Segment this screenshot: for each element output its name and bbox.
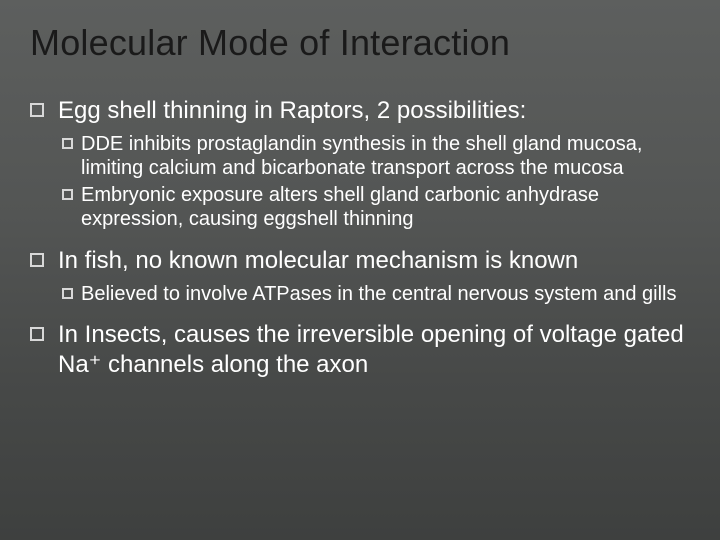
bullet-level2: Believed to involve ATPases in the centr… <box>62 282 684 306</box>
square-bullet-icon <box>62 189 73 200</box>
sub-bullet-text: DDE inhibits prostaglandin synthesis in … <box>81 132 684 181</box>
sub-bullet-text: Embryonic exposure alters shell gland ca… <box>81 183 684 232</box>
square-bullet-icon <box>30 253 44 267</box>
bullet-level2: Embryonic exposure alters shell gland ca… <box>62 183 684 232</box>
sub-bullet-group: Believed to involve ATPases in the centr… <box>62 282 684 306</box>
bullet-level2: DDE inhibits prostaglandin synthesis in … <box>62 132 684 181</box>
bullet-text: In fish, no known molecular mechanism is… <box>58 246 578 276</box>
bullet-level1: In Insects, causes the irreversible open… <box>30 320 684 380</box>
square-bullet-icon <box>30 103 44 117</box>
bullet-text: Egg shell thinning in Raptors, 2 possibi… <box>58 96 526 126</box>
sub-bullet-text: Believed to involve ATPases in the centr… <box>81 282 677 306</box>
bullet-text: In Insects, causes the irreversible open… <box>58 320 684 380</box>
slide-title: Molecular Mode of Interaction <box>30 22 690 64</box>
bullet-level1: In fish, no known molecular mechanism is… <box>30 246 684 276</box>
square-bullet-icon <box>62 138 73 149</box>
slide: Molecular Mode of Interaction Egg shell … <box>0 0 720 540</box>
square-bullet-icon <box>30 327 44 341</box>
square-bullet-icon <box>62 288 73 299</box>
bullet-level1: Egg shell thinning in Raptors, 2 possibi… <box>30 96 684 126</box>
sub-bullet-group: DDE inhibits prostaglandin synthesis in … <box>62 132 684 232</box>
slide-body: Egg shell thinning in Raptors, 2 possibi… <box>30 96 684 386</box>
